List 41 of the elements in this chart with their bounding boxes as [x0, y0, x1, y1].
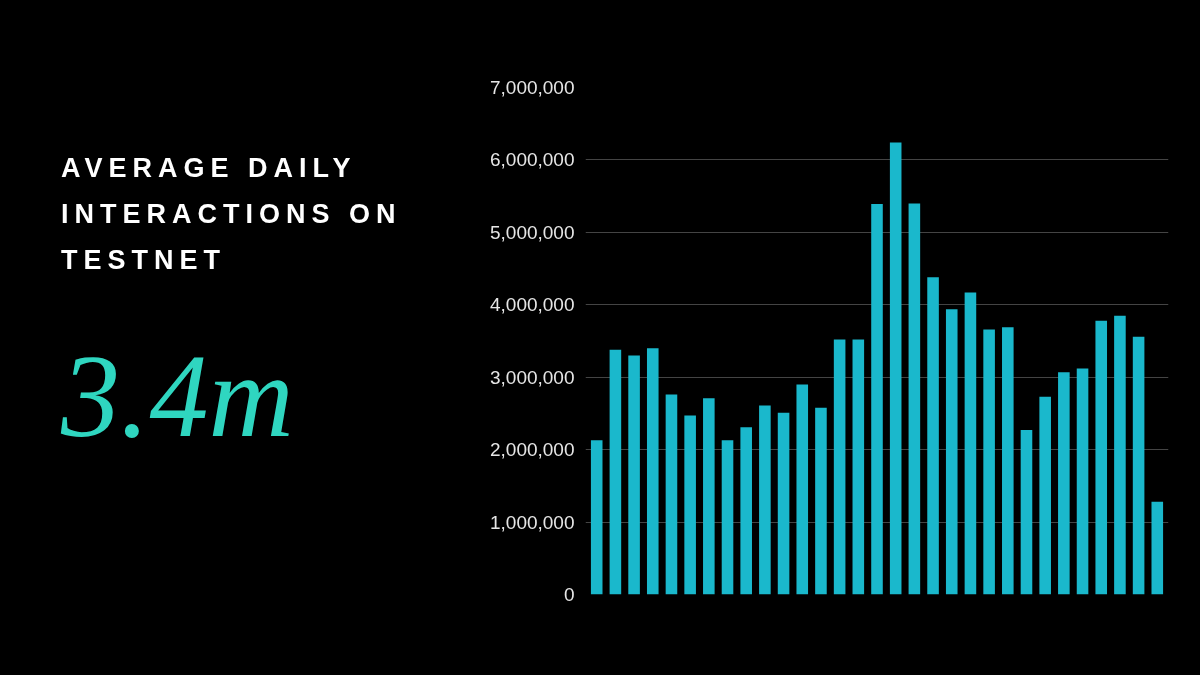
bar — [684, 415, 696, 595]
bar — [1039, 396, 1051, 595]
bar — [590, 440, 603, 595]
bar — [1114, 315, 1126, 595]
bar — [759, 405, 771, 595]
bar — [740, 427, 752, 595]
bar — [1002, 327, 1014, 595]
bar — [777, 412, 790, 595]
bar — [1020, 430, 1033, 595]
bar — [1058, 372, 1070, 595]
text: AVERAGE DAILY INTERACTIONS ON TESTNET — [61, 152, 403, 277]
y-tick-label: 2,000,000 — [489, 439, 575, 461]
y-tick-label: 4,000,000 — [489, 294, 575, 316]
y-tick-label: 6,000,000 — [489, 149, 575, 171]
bar — [646, 348, 659, 595]
bar — [871, 204, 883, 595]
bar — [852, 339, 865, 595]
y-tick-label: 0 — [563, 584, 575, 605]
bar — [609, 349, 622, 595]
bar — [833, 339, 846, 595]
bar — [945, 309, 958, 595]
y-tick-label: 1,000,000 — [489, 511, 575, 533]
bar — [1132, 336, 1145, 595]
bar — [1095, 320, 1108, 595]
bar — [889, 142, 902, 595]
bar — [908, 203, 921, 595]
bar — [703, 398, 715, 595]
bar — [964, 292, 977, 595]
bar — [628, 355, 640, 595]
bar — [1151, 501, 1164, 595]
y-tick-label: 3,000,000 — [489, 366, 575, 388]
bar — [983, 329, 995, 595]
bar — [1076, 368, 1089, 595]
bar — [665, 394, 678, 595]
bar — [796, 384, 809, 595]
bar — [927, 277, 939, 595]
bar — [815, 407, 827, 595]
text: 3.4m — [61, 330, 295, 464]
bar — [721, 440, 734, 595]
y-tick-label: 5,000,000 — [489, 221, 575, 243]
y-tick-label: 7,000,000 — [489, 77, 575, 98]
